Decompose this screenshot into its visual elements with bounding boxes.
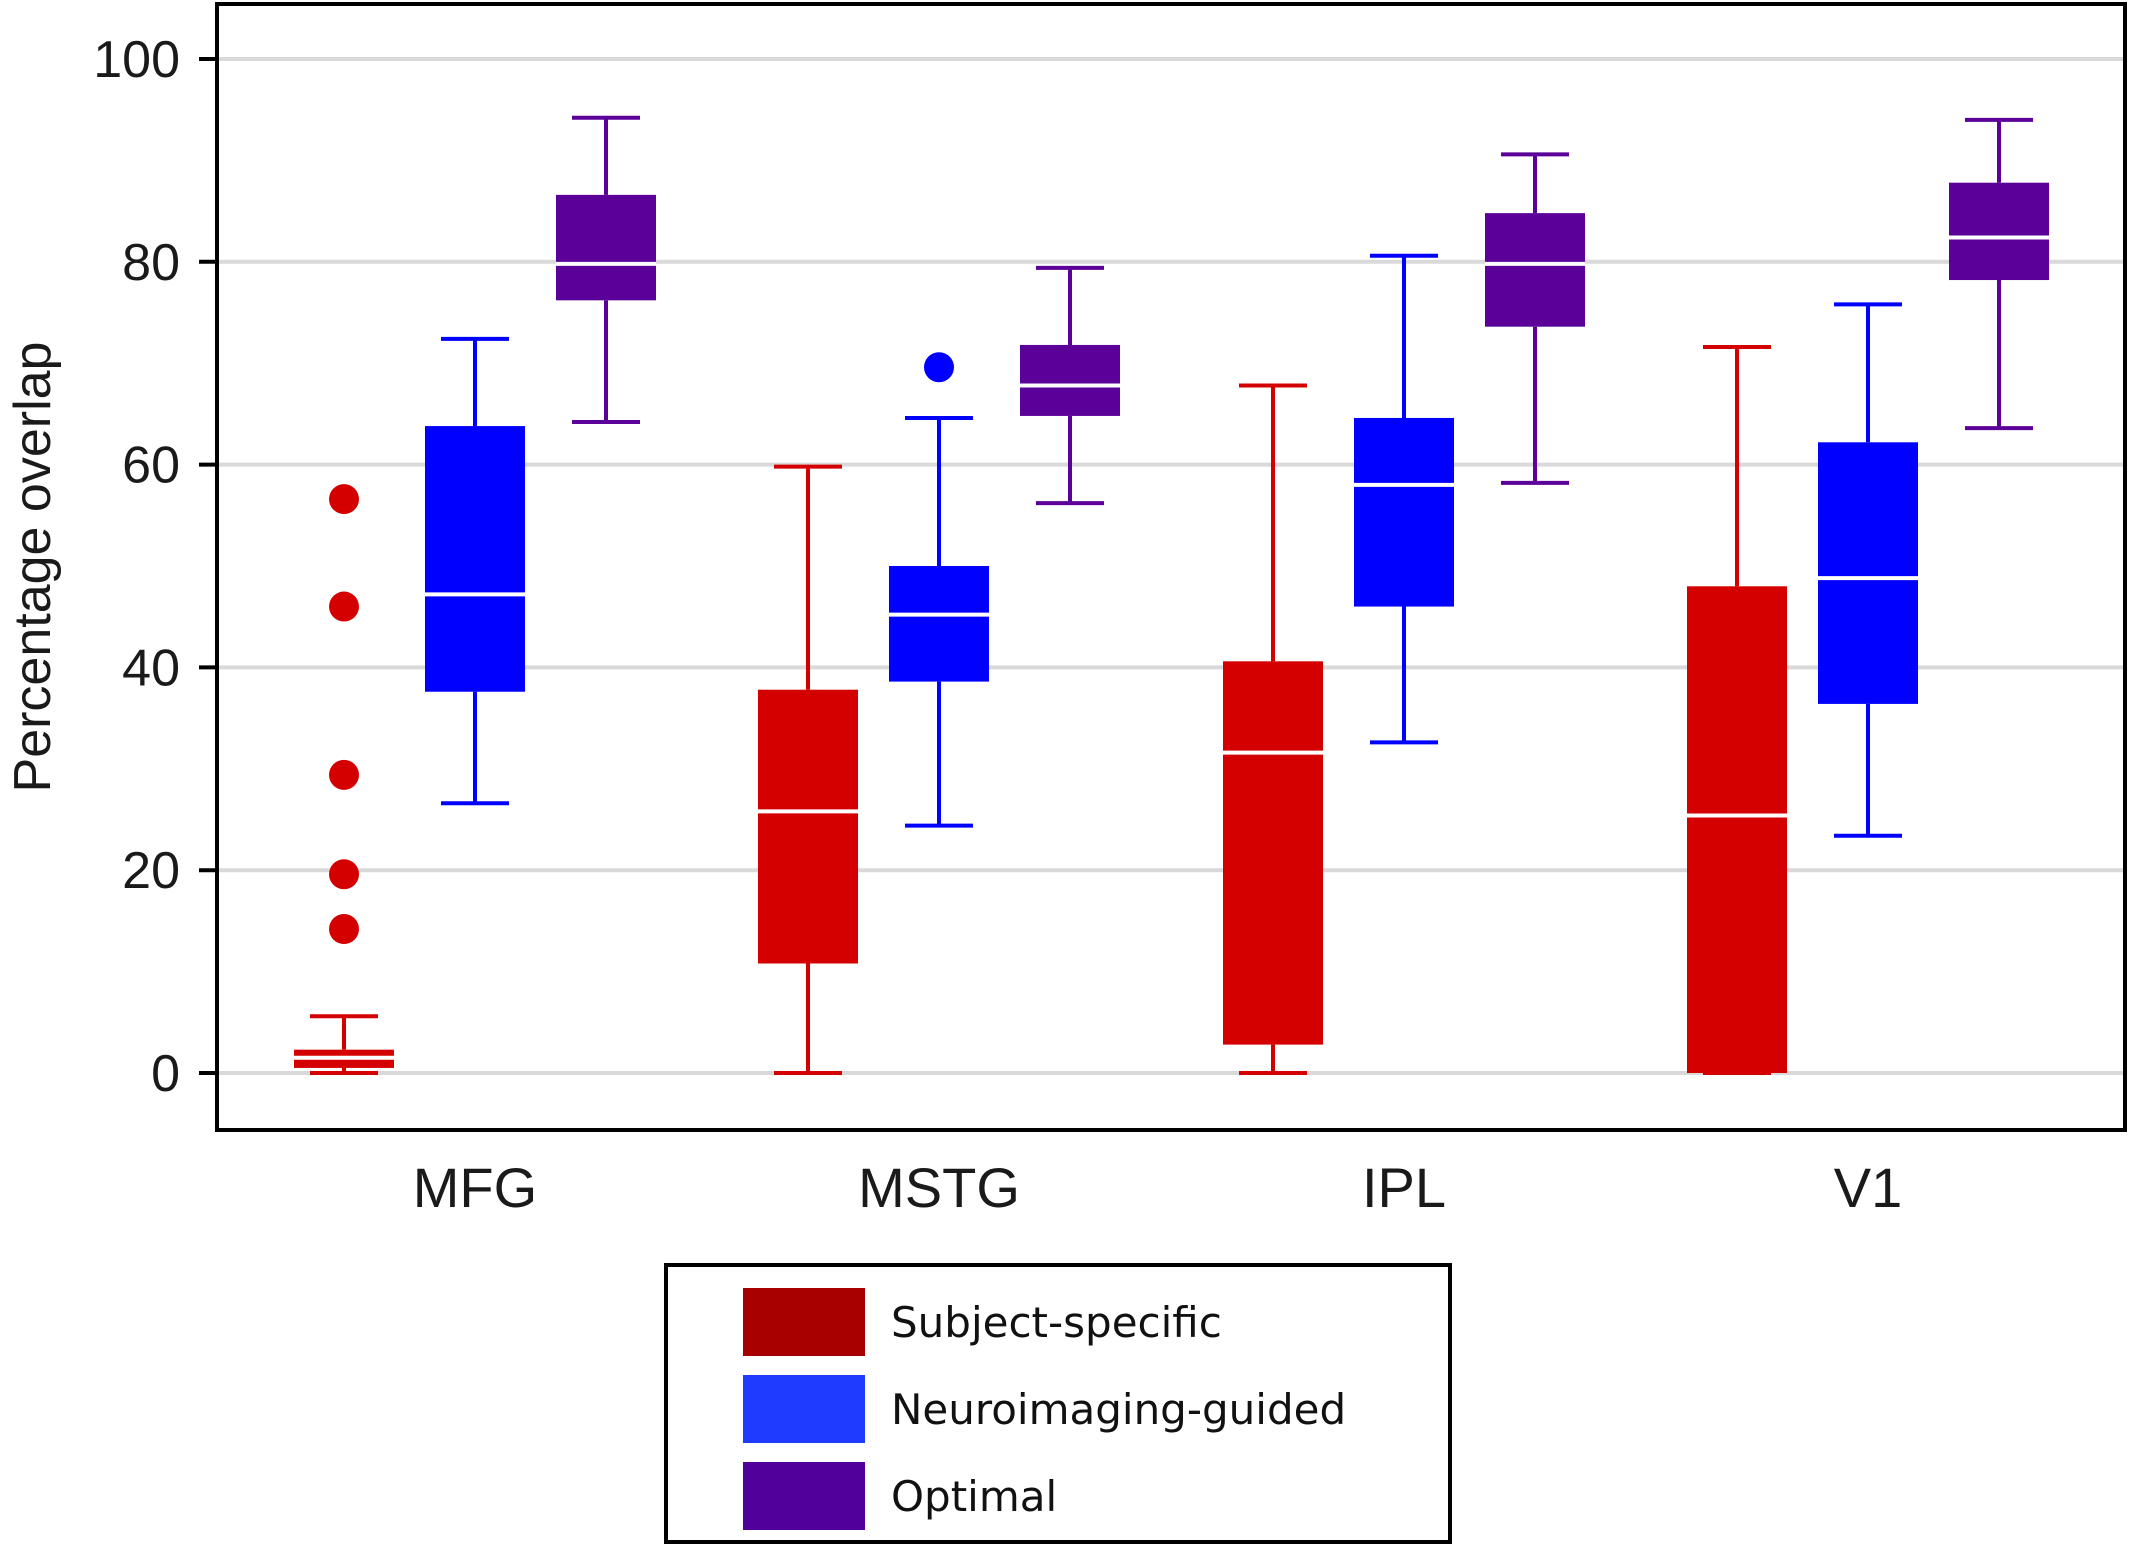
box-iqr [1354,417,1454,607]
y-tick-label-80: 80 [122,234,180,292]
box-group-neuroimaging-guided-v1 [1818,302,1918,838]
y-tick-label-0: 0 [151,1045,180,1103]
x-category-label-v1: V1 [1834,1156,1903,1219]
box-group-neuroimaging-guided-mstg [889,352,989,828]
y-tick-label-60: 60 [122,437,180,495]
legend-item-neuroimaging-guided: Neuroimaging-guided [743,1375,1346,1443]
box-iqr [1818,442,1918,704]
outlier-point [329,859,359,890]
legend-item-subject-specific: Subject-specific [743,1288,1222,1356]
gridlines [219,57,2123,1075]
box-plot-marks [294,115,2049,1075]
legend-label-optimal: Optimal [891,1471,1058,1521]
legend-swatch-neuroimaging-guided [743,1375,865,1443]
outlier-point [329,591,359,622]
box-iqr [1223,661,1323,1045]
legend-label-neuroimaging-guided: Neuroimaging-guided [891,1384,1347,1434]
y-tick-label-40: 40 [122,639,180,697]
legend-item-optimal: Optimal [743,1462,1057,1530]
box-group-optimal-mfg [556,115,656,425]
x-category-label-mfg: MFG [413,1156,537,1219]
y-tick-label-20: 20 [122,842,180,900]
legend-label-subject-specific: Subject-specific [891,1297,1222,1347]
legend-swatch-subject-specific [743,1288,865,1356]
box-iqr [425,426,525,692]
box-group-optimal-mstg [1020,265,1120,506]
box-group-subject-specific-mstg [758,464,858,1075]
outlier-point [329,914,359,945]
box-iqr [1020,344,1120,416]
box-iqr [1485,213,1585,327]
y-axis-ticks: 0 20 40 60 80 100 [93,31,217,1103]
box-group-optimal-v1 [1949,117,2049,431]
x-axis-category-labels: MFG MSTG IPL V1 [413,1156,1902,1219]
y-axis-title: Percentage overlap [4,342,62,793]
box-iqr [758,689,858,964]
box-group-subject-specific-v1 [1687,344,1787,1075]
x-category-label-ipl: IPL [1362,1156,1446,1219]
legend: Subject-specific Neuroimaging-guided Opt… [664,1263,1452,1544]
box-group-optimal-ipl [1485,152,1585,485]
outlier-point [329,484,359,515]
plot-area-frame [215,2,2127,1132]
box-iqr [889,566,989,682]
box-group-subject-specific-mfg [294,484,394,1075]
legend-swatch-optimal [743,1462,865,1530]
box-iqr [556,194,656,301]
y-tick-label-100: 100 [93,31,180,89]
box-iqr [1949,182,2049,281]
outlier-point [329,759,359,790]
x-category-label-mstg: MSTG [858,1156,1020,1219]
outlier-point [924,352,954,383]
box-group-neuroimaging-guided-mfg [425,336,525,806]
box-group-neuroimaging-guided-ipl [1354,253,1454,745]
box-iqr [1687,586,1787,1073]
box-group-subject-specific-ipl [1223,383,1323,1075]
